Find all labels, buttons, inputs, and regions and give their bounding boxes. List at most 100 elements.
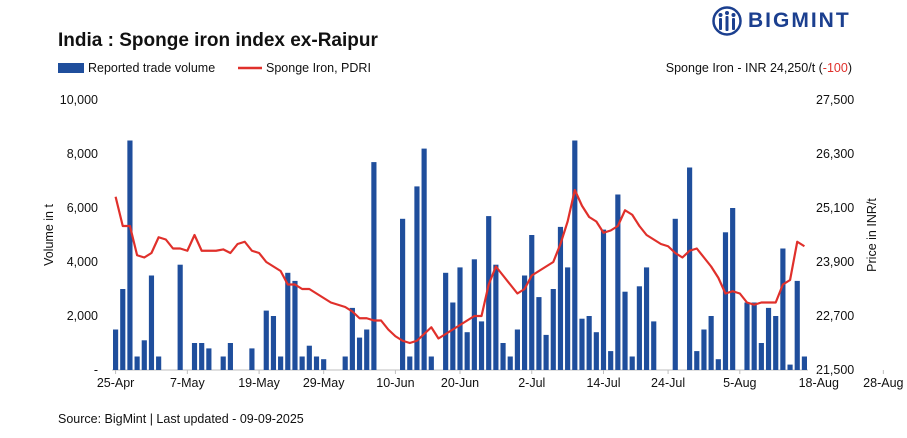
- volume-bar: [486, 216, 492, 370]
- volume-bar: [457, 267, 463, 370]
- volume-bar: [514, 329, 520, 370]
- volume-bar: [651, 321, 657, 370]
- volume-bar: [572, 140, 578, 370]
- volume-bar: [622, 291, 628, 370]
- x-tick-label: 24-Jul: [651, 376, 685, 390]
- y-axis-left: - 2,000 4,000 6,000 8,000 10,000: [60, 93, 98, 377]
- price-note-prefix: Sponge Iron - INR 24,250/t (: [666, 61, 824, 75]
- volume-bar: [765, 307, 772, 370]
- volume-bar: [500, 343, 506, 370]
- volume-bar: [400, 218, 406, 370]
- volume-bar: [464, 332, 470, 370]
- x-tick-label: 10-Jun: [376, 376, 414, 390]
- y-left-tick-label: -: [94, 363, 98, 377]
- y-right-tick-label: 23,900: [816, 255, 854, 269]
- volume-bar: [270, 316, 277, 370]
- x-tick-label: 2-Jul: [518, 376, 545, 390]
- volume-bar: [313, 356, 320, 370]
- price-line: [114, 188, 805, 345]
- volume-bar: [543, 334, 549, 370]
- y-left-tick-label: 2,000: [67, 309, 98, 323]
- volume-bar: [299, 356, 305, 370]
- volume-bar: [758, 343, 764, 370]
- legend: Reported trade volume Sponge Iron, PDRI: [58, 61, 371, 75]
- volume-bar: [127, 140, 133, 370]
- volume-bars: [113, 140, 807, 370]
- volume-bar: [292, 280, 298, 370]
- volume-bar: [450, 302, 456, 370]
- legend-line-label: Sponge Iron, PDRI: [266, 61, 371, 75]
- volume-bar: [701, 329, 707, 370]
- price-note: Sponge Iron - INR 24,250/t (-100): [666, 61, 852, 75]
- volume-bar: [715, 359, 721, 370]
- volume-bar: [478, 321, 485, 370]
- y-axis-right-label: Price in INR/t: [865, 198, 879, 272]
- volume-bar: [421, 148, 427, 370]
- y-right-tick-label: 25,100: [816, 201, 854, 215]
- legend-bar-label: Reported trade volume: [88, 61, 215, 75]
- volume-bar: [773, 316, 779, 370]
- x-tick-label: 29-May: [303, 376, 345, 390]
- volume-bar: [349, 307, 355, 370]
- volume-bar: [414, 186, 420, 370]
- volume-bar: [600, 229, 607, 370]
- volume-bar: [550, 289, 556, 370]
- volume-bar: [593, 332, 599, 370]
- volume-bar: [787, 364, 793, 370]
- volume-bar: [134, 356, 140, 370]
- bigmint-logo-text: BIGMINT: [748, 9, 851, 32]
- bigmint-logo: BIGMINT: [712, 4, 851, 38]
- volume-bar: [356, 337, 363, 370]
- y-left-tick-label: 8,000: [67, 147, 98, 161]
- volume-bar: [227, 343, 233, 370]
- volume-bar: [306, 345, 312, 370]
- volume-bar: [141, 340, 147, 370]
- volume-bar: [407, 356, 413, 370]
- x-tick-label: 28-Aug: [863, 376, 903, 390]
- price-note-change: -100: [823, 61, 848, 75]
- volume-bar: [342, 356, 348, 370]
- y-right-tick-label: 21,500: [816, 363, 854, 377]
- volume-bar: [636, 286, 642, 370]
- y-right-tick-label: 22,700: [816, 309, 854, 323]
- volume-bar: [443, 272, 449, 370]
- volume-bar: [565, 267, 571, 370]
- chart-title: India : Sponge iron index ex-Raipur: [58, 30, 378, 51]
- volume-bar: [120, 289, 126, 370]
- volume-bar: [536, 297, 542, 370]
- x-tick-label: 20-Jun: [441, 376, 479, 390]
- volume-bar: [364, 329, 370, 370]
- x-tick-label: 19-May: [238, 376, 280, 390]
- y-left-tick-label: 10,000: [60, 93, 98, 107]
- y-left-tick-label: 4,000: [67, 255, 98, 269]
- volume-bar: [191, 343, 198, 370]
- volume-bar: [687, 167, 693, 370]
- legend-bar-swatch: [58, 63, 84, 73]
- x-tick-label: 18-Aug: [799, 376, 839, 390]
- volume-bar: [148, 275, 155, 370]
- y-left-tick-label: 6,000: [67, 201, 98, 215]
- volume-bar: [722, 232, 729, 370]
- volume-bar: [751, 302, 757, 370]
- x-tick-label: 14-Jul: [586, 376, 620, 390]
- bigmint-logo-icon: [712, 6, 742, 36]
- volume-bar: [493, 264, 499, 370]
- volume-bar: [794, 280, 800, 370]
- price-line-layer: [114, 188, 805, 345]
- x-axis: 25-Apr 7-May 19-May 29-May 10-Jun 20-Jun 2-Jul…: [97, 369, 904, 390]
- y-axis-left-label: Volume in t: [42, 204, 56, 266]
- volume-bar: [471, 259, 477, 370]
- volume-bar: [529, 235, 535, 370]
- volume-bar: [428, 356, 434, 370]
- volume-bar: [615, 194, 621, 370]
- volume-bar: [629, 356, 635, 370]
- price-note-suffix: ): [848, 61, 852, 75]
- volume-bar: [694, 351, 700, 370]
- volume-bar: [249, 348, 255, 370]
- volume-bar: [801, 356, 807, 370]
- y-axis-right: 21,500 22,700 23,900 25,100 26,300 27,500: [816, 93, 854, 377]
- volume-bar: [321, 359, 327, 370]
- x-tick-label: 7-May: [170, 376, 205, 390]
- volume-bar: [780, 248, 786, 370]
